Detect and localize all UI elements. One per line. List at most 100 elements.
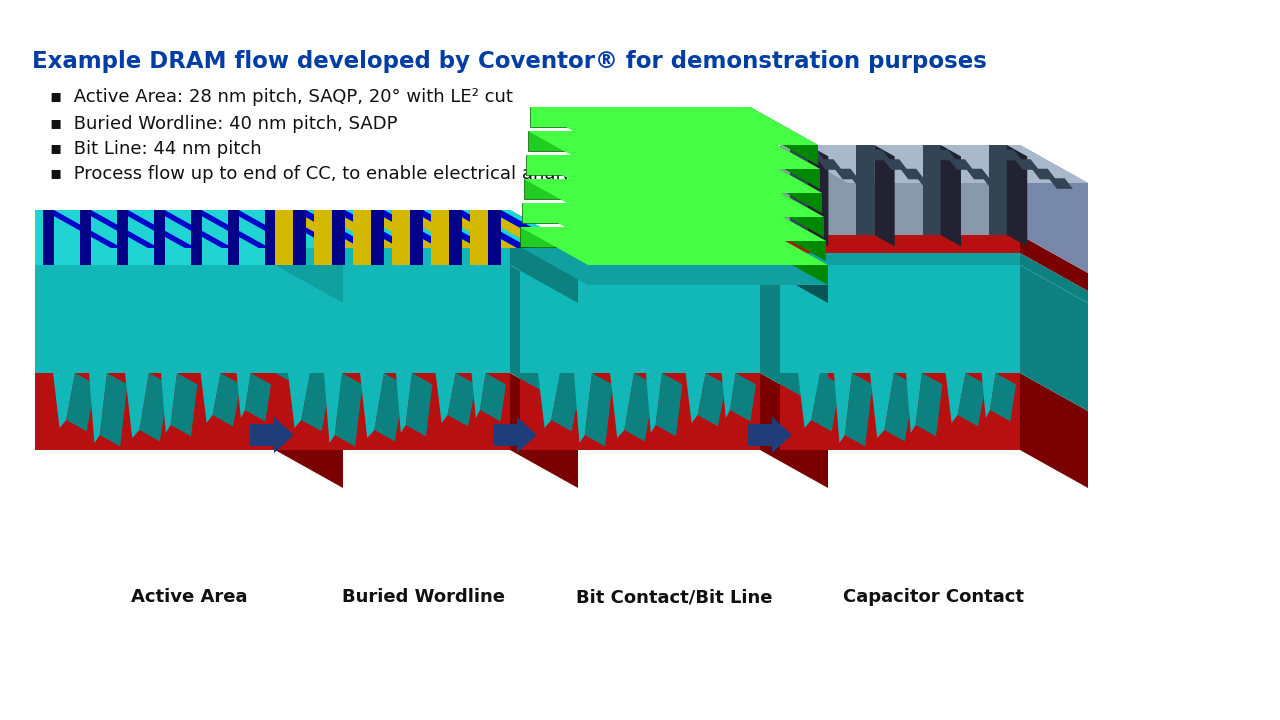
Polygon shape: [760, 227, 828, 285]
Polygon shape: [332, 210, 413, 248]
Polygon shape: [756, 179, 824, 237]
Polygon shape: [760, 265, 828, 411]
Polygon shape: [982, 373, 996, 418]
Polygon shape: [52, 373, 76, 428]
Polygon shape: [275, 210, 293, 265]
Polygon shape: [758, 203, 826, 261]
Polygon shape: [275, 210, 343, 303]
Polygon shape: [520, 247, 760, 265]
Polygon shape: [212, 373, 241, 426]
Polygon shape: [314, 210, 332, 265]
Polygon shape: [751, 131, 820, 189]
Polygon shape: [1032, 168, 1056, 179]
Polygon shape: [410, 210, 422, 265]
Polygon shape: [585, 373, 612, 446]
Polygon shape: [237, 373, 251, 418]
Polygon shape: [509, 210, 579, 303]
Polygon shape: [335, 373, 362, 446]
Polygon shape: [966, 168, 991, 179]
Polygon shape: [797, 373, 820, 428]
Polygon shape: [371, 210, 384, 265]
Polygon shape: [989, 373, 1016, 421]
Polygon shape: [573, 373, 591, 443]
Polygon shape: [870, 373, 893, 438]
Polygon shape: [161, 373, 177, 433]
Text: Active Area: Active Area: [131, 588, 247, 606]
Polygon shape: [884, 373, 914, 441]
Polygon shape: [392, 210, 410, 265]
Polygon shape: [449, 210, 530, 248]
Polygon shape: [530, 107, 818, 145]
Polygon shape: [35, 210, 343, 248]
Polygon shape: [530, 107, 750, 127]
Text: ▪  Bit Line: 44 nm pitch: ▪ Bit Line: 44 nm pitch: [50, 140, 261, 158]
Polygon shape: [471, 373, 485, 418]
Polygon shape: [522, 203, 826, 241]
Polygon shape: [470, 210, 488, 265]
Polygon shape: [780, 265, 1020, 373]
Polygon shape: [265, 210, 275, 265]
Polygon shape: [449, 210, 462, 265]
Polygon shape: [698, 373, 726, 426]
Polygon shape: [244, 373, 271, 421]
Polygon shape: [520, 227, 760, 247]
Polygon shape: [509, 373, 579, 488]
Polygon shape: [1020, 265, 1088, 411]
Polygon shape: [79, 210, 159, 248]
Polygon shape: [812, 373, 841, 431]
Polygon shape: [1020, 253, 1088, 303]
Polygon shape: [100, 373, 128, 446]
Polygon shape: [997, 150, 1021, 161]
Polygon shape: [275, 210, 361, 248]
Polygon shape: [392, 210, 477, 248]
Polygon shape: [948, 159, 973, 170]
Polygon shape: [524, 179, 756, 199]
Polygon shape: [520, 373, 760, 450]
Polygon shape: [932, 150, 956, 161]
Polygon shape: [1020, 145, 1088, 273]
Text: Buried Wordline: Buried Wordline: [343, 588, 506, 606]
Polygon shape: [154, 210, 165, 265]
Polygon shape: [983, 179, 1007, 189]
Polygon shape: [611, 373, 634, 438]
Polygon shape: [883, 159, 908, 170]
Polygon shape: [509, 265, 579, 411]
Polygon shape: [835, 168, 859, 179]
Polygon shape: [191, 210, 202, 265]
Polygon shape: [760, 373, 828, 488]
Polygon shape: [201, 373, 220, 423]
Polygon shape: [35, 373, 275, 450]
Polygon shape: [1020, 235, 1088, 291]
Polygon shape: [915, 373, 942, 436]
Polygon shape: [371, 210, 452, 248]
Polygon shape: [435, 373, 456, 423]
Polygon shape: [520, 265, 760, 373]
Polygon shape: [140, 373, 169, 441]
Polygon shape: [790, 145, 808, 235]
Polygon shape: [754, 155, 822, 213]
Polygon shape: [946, 373, 965, 423]
Polygon shape: [780, 253, 1020, 265]
Polygon shape: [293, 210, 306, 265]
Polygon shape: [228, 210, 307, 248]
Polygon shape: [835, 373, 852, 443]
Polygon shape: [488, 210, 570, 248]
Polygon shape: [170, 373, 197, 436]
Polygon shape: [488, 210, 500, 265]
Polygon shape: [301, 373, 330, 431]
Polygon shape: [90, 373, 108, 443]
Polygon shape: [520, 227, 828, 265]
Polygon shape: [552, 373, 580, 431]
Polygon shape: [818, 159, 842, 170]
Polygon shape: [1020, 373, 1088, 488]
Polygon shape: [396, 373, 412, 433]
Polygon shape: [625, 373, 654, 441]
Polygon shape: [874, 145, 895, 246]
Polygon shape: [527, 131, 751, 151]
Polygon shape: [116, 210, 128, 265]
Polygon shape: [275, 265, 343, 411]
Polygon shape: [524, 179, 824, 217]
Polygon shape: [800, 150, 824, 161]
Polygon shape: [856, 145, 874, 235]
Polygon shape: [808, 145, 828, 246]
